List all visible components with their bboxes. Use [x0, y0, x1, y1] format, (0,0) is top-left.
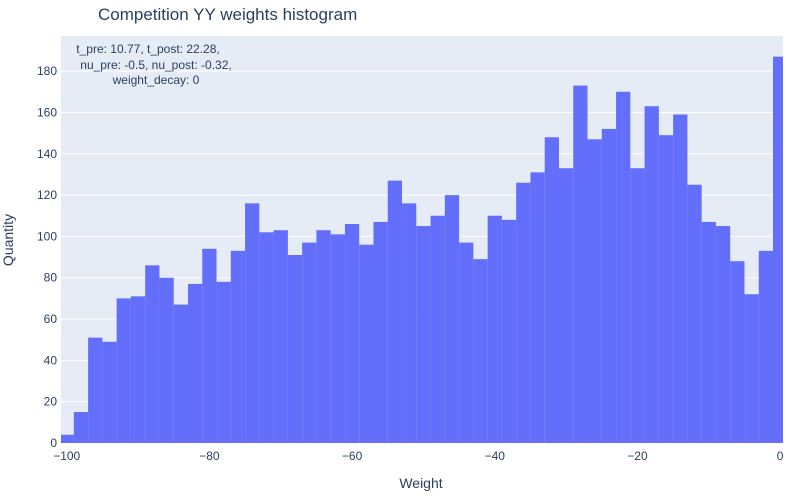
histogram-bar [587, 139, 602, 443]
histogram-bar [173, 304, 188, 443]
histogram-bar [187, 283, 203, 443]
histogram-bar [616, 91, 631, 443]
x-tick-label: −40 [485, 449, 506, 463]
x-axis-title: Weight [399, 475, 442, 491]
histogram-bar [601, 128, 617, 443]
y-tick-label: 100 [37, 229, 57, 243]
x-tick-label: −80 [199, 449, 220, 463]
histogram-bar [230, 250, 246, 443]
histogram-bar [644, 106, 659, 443]
y-tick-label: 80 [44, 271, 58, 285]
histogram-bar [245, 203, 260, 443]
histogram-bar [730, 261, 745, 443]
histogram-bar [430, 215, 445, 443]
y-tick-label: 120 [37, 188, 57, 202]
histogram-bar [501, 219, 517, 443]
histogram-bar [744, 294, 759, 443]
x-tick-label: −100 [53, 449, 80, 463]
histogram-bar [715, 226, 731, 443]
histogram-bar [373, 221, 388, 443]
histogram-bar [516, 182, 531, 443]
y-tick-label: 160 [37, 105, 57, 119]
histogram-bar [359, 244, 374, 443]
histogram-bar [473, 259, 488, 443]
x-tick-label: 0 [777, 449, 784, 463]
histogram-bar [73, 412, 89, 443]
histogram-bar [402, 203, 417, 443]
histogram-bar [273, 230, 288, 443]
histogram-bar [344, 224, 360, 443]
bars [61, 56, 783, 444]
histogram-bar [444, 195, 460, 443]
histogram-bar [573, 85, 588, 444]
y-tick-label: 0 [50, 436, 57, 450]
annotation-line-3: weight_decay: 0 [112, 73, 200, 87]
histogram-bar [630, 168, 645, 444]
histogram-bar [145, 265, 160, 443]
histogram-bar [216, 281, 231, 443]
histogram-bar [416, 226, 431, 443]
histogram-bar [773, 56, 783, 443]
y-axis-ticks: 0 20 40 60 80 100 120 140 160 180 [37, 64, 57, 450]
histogram-bar [658, 135, 674, 443]
y-tick-label: 60 [44, 312, 58, 326]
histogram-bar [459, 242, 474, 443]
histogram-bar [530, 172, 545, 443]
chart-title: Competition YY weights histogram [98, 5, 357, 24]
histogram-bar [61, 434, 74, 443]
histogram-bar [487, 215, 502, 443]
histogram-bar [316, 230, 331, 443]
y-tick-label: 20 [44, 395, 58, 409]
histogram-bar [673, 114, 688, 443]
histogram-bar [387, 180, 403, 443]
y-tick-label: 180 [37, 64, 57, 78]
histogram-bar [287, 254, 303, 443]
histogram-bar [544, 137, 559, 443]
x-tick-label: −60 [342, 449, 363, 463]
histogram-bar [159, 277, 174, 443]
histogram-bar [102, 341, 117, 443]
x-tick-label: −20 [627, 449, 648, 463]
y-tick-label: 140 [37, 147, 57, 161]
histogram-bar [558, 168, 574, 444]
y-tick-label: 40 [44, 353, 58, 367]
histogram-bar [302, 242, 317, 443]
histogram-bar [116, 298, 131, 443]
histogram-bar [687, 184, 702, 443]
annotation-line-1: t_pre: 10.77, t_post: 22.28, [76, 42, 219, 56]
histogram-bar [259, 232, 274, 443]
x-axis-ticks: −100 −80 −60 −40 −20 0 [53, 449, 784, 463]
annotation-line-2: nu_pre: -0.5, nu_post: -0.32, [80, 58, 231, 72]
histogram-bar [202, 248, 217, 443]
histogram-bar [758, 250, 774, 443]
y-axis-title: Quantity [0, 214, 16, 266]
histogram-bar [701, 221, 716, 443]
histogram-bar [130, 296, 146, 443]
histogram-bar [88, 337, 103, 443]
histogram-bar [330, 234, 345, 443]
